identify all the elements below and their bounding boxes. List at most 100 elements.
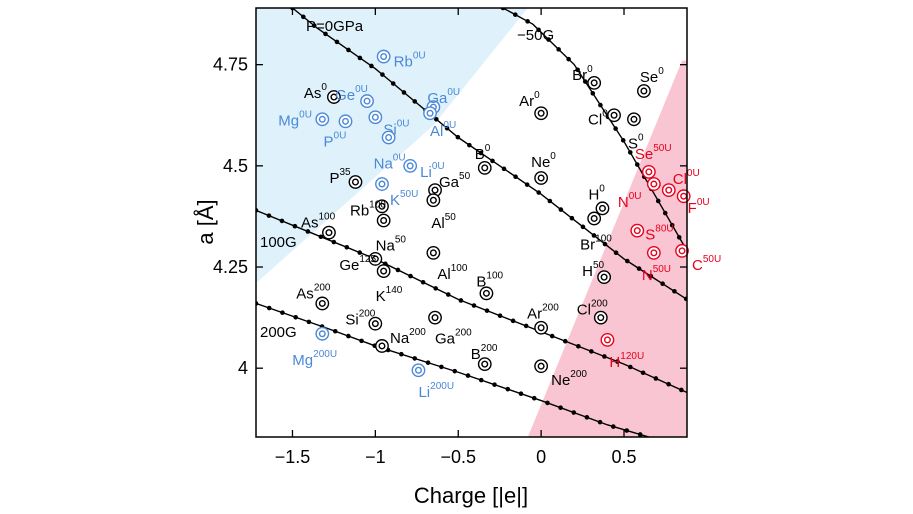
data-point-ring <box>376 49 391 64</box>
data-label: As0 <box>304 82 328 102</box>
data-label: Ar200 <box>527 303 559 323</box>
data-point-ring <box>587 211 602 226</box>
data-label: Ga0U <box>427 87 460 107</box>
data-point-ring <box>322 225 336 240</box>
data-label: C50U <box>692 254 721 274</box>
data-label: Na50 <box>376 234 407 254</box>
isobar-dot <box>660 281 665 287</box>
isobar-dot <box>627 150 633 155</box>
isobar-dot <box>395 267 401 273</box>
isobar-dot <box>484 308 490 313</box>
x-tick-label: −1 <box>365 447 386 467</box>
isobar-dot <box>280 310 285 315</box>
isobar-dot <box>590 91 596 96</box>
data-point <box>363 97 371 105</box>
data-point-ring <box>375 339 389 353</box>
isobar-dot <box>357 250 363 255</box>
isobar-dot <box>558 405 563 411</box>
x-tick-label: −1.5 <box>275 447 311 467</box>
isobar-dot <box>425 360 431 365</box>
data-point-ring <box>593 310 608 325</box>
data-point <box>630 115 638 123</box>
isobar-dot <box>305 229 311 234</box>
isobar-dot <box>318 234 324 240</box>
data-label: B200 <box>471 343 498 363</box>
data-label: Se0 <box>640 66 664 86</box>
x-tick-label: −0.5 <box>440 447 476 467</box>
data-point-ring <box>479 286 494 301</box>
data-point-ring <box>411 363 426 378</box>
data-point-ring <box>426 193 441 208</box>
data-point-ring <box>368 316 383 331</box>
isobar-dot <box>666 381 671 387</box>
isobar-dot <box>439 364 444 370</box>
data-point-ring <box>587 75 602 90</box>
data-label: Na200 <box>390 327 426 347</box>
data-point-ring <box>600 332 615 347</box>
data-point-ring <box>607 108 621 123</box>
isobar-dot <box>531 395 537 401</box>
isobar-dot <box>369 63 374 69</box>
data-point <box>640 87 648 95</box>
data-point-ring <box>375 177 389 191</box>
data-point <box>429 196 437 204</box>
data-point-ring <box>376 213 391 228</box>
data-point-ring <box>381 130 396 145</box>
data-label: Li200U <box>418 381 454 401</box>
data-point <box>603 336 611 344</box>
data-point-ring <box>376 264 391 278</box>
isobar-label: 200G <box>260 324 297 341</box>
isobar-label: P=0GPa <box>306 18 364 35</box>
data-point <box>426 109 434 117</box>
data-point <box>590 79 598 87</box>
data-label: As200 <box>296 282 331 302</box>
data-point-ring <box>403 158 418 173</box>
data-label: Se50U <box>635 143 672 163</box>
data-point-ring <box>348 175 363 189</box>
isobar-dot <box>301 14 306 20</box>
data-point <box>371 113 379 121</box>
isobar-dot <box>547 198 553 204</box>
isobar-dot <box>655 198 661 204</box>
isobar-dot <box>334 39 340 45</box>
isobar-dot <box>589 349 594 354</box>
data-point <box>378 202 386 210</box>
data-label: Ga50 <box>439 171 471 191</box>
data-point <box>600 273 608 281</box>
data-point <box>590 214 598 222</box>
isobar-dot <box>613 126 618 131</box>
x-axis-title: Charge [|e|] <box>414 483 528 508</box>
data-point <box>318 299 326 307</box>
isobar-dot <box>323 31 328 37</box>
data-label: Si200 <box>345 309 375 329</box>
data-point-ring <box>338 114 353 129</box>
data-point-ring <box>368 110 383 125</box>
isobar-dot <box>293 314 298 320</box>
data-point <box>380 267 388 275</box>
data-point <box>380 216 388 224</box>
isobar-dot <box>640 370 646 376</box>
data-label: N50U <box>642 264 671 284</box>
data-point-ring <box>534 320 549 335</box>
data-point <box>481 164 489 172</box>
isobar-dot <box>683 296 687 302</box>
data-label: K140 <box>376 285 403 305</box>
data-point-ring <box>327 90 341 104</box>
data-point-ring <box>534 171 549 185</box>
isobar-dot <box>445 292 451 297</box>
region-red <box>527 60 687 437</box>
data-point <box>537 109 545 117</box>
data-label: Mg200U <box>292 349 337 369</box>
data-point-ring <box>477 357 492 372</box>
data-label: P35 <box>329 167 351 187</box>
data-point-ring <box>646 177 661 191</box>
data-point <box>380 53 388 61</box>
data-point <box>633 227 641 235</box>
isobar-dot <box>523 323 529 329</box>
isobar-dot <box>380 72 385 77</box>
isobar-dot <box>598 102 603 108</box>
isobar-dot <box>648 273 654 279</box>
data-point-ring <box>360 94 374 108</box>
isobar-dot <box>536 190 542 195</box>
isobar-dot <box>562 338 568 344</box>
